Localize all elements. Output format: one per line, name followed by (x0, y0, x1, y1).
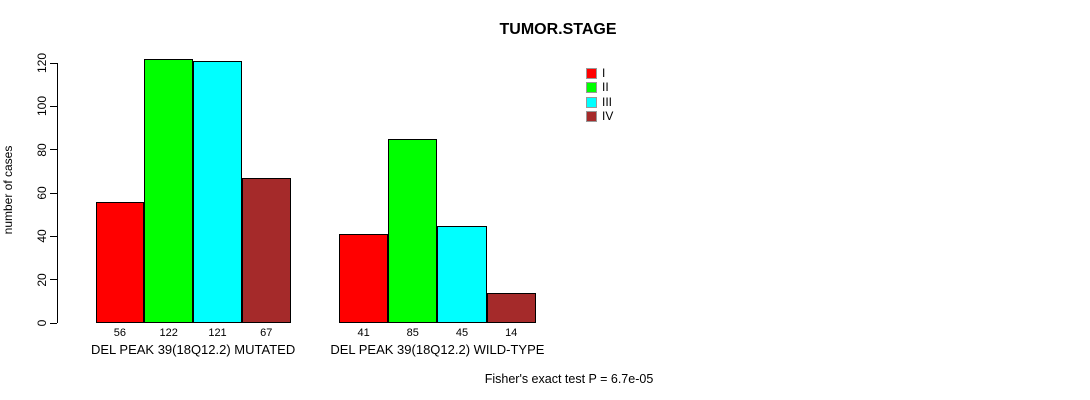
group-label: DEL PEAK 39(18Q12.2) MUTATED (90, 342, 296, 357)
y-tick-label: 60 (35, 186, 49, 200)
y-tick-label: 0 (35, 319, 49, 327)
legend-label: I (602, 65, 606, 80)
bar-ii-1 (144, 58, 194, 323)
bar-value-label: 67 (260, 327, 273, 339)
bar-iii-1 (193, 60, 242, 323)
legend-label: III (602, 94, 613, 109)
bar-value-label: 56 (113, 327, 127, 339)
y-tick-label: 100 (35, 96, 49, 117)
legend: I II III IV (586, 66, 613, 124)
group-label: DEL PEAK 39(18Q12.2) WILD-TYPE (330, 342, 545, 357)
bar-value-label: 121 (208, 327, 227, 339)
y-tick-label: 80 (35, 143, 49, 157)
legend-swatch-icon (586, 67, 597, 79)
y-tick-label: 20 (35, 273, 49, 287)
y-tick (49, 149, 57, 151)
bar-value-label: 85 (406, 327, 419, 339)
legend-label: II (602, 80, 609, 95)
bar-iv-1 (241, 177, 291, 323)
y-axis-label: number of cases (1, 145, 15, 235)
bar-value-label: 14 (505, 327, 518, 339)
y-axis-line (56, 63, 58, 323)
bar-value-label: 41 (357, 327, 370, 339)
chart-title: TUMOR.STAGE (499, 21, 617, 38)
y-tick-label: 40 (35, 229, 49, 244)
legend-item-ii: II (586, 81, 613, 96)
y-tick (49, 279, 57, 281)
legend-item-iv: IV (586, 110, 613, 125)
y-tick-label: 120 (35, 53, 49, 74)
y-tick (49, 322, 57, 324)
y-tick (49, 62, 57, 64)
bar-ii-2 (388, 138, 438, 323)
bar-iii-2 (437, 225, 487, 323)
legend-swatch-icon (586, 111, 597, 123)
bar-i-1 (95, 201, 145, 323)
y-tick (49, 192, 57, 194)
legend-item-i: I (586, 66, 613, 81)
y-tick (49, 105, 57, 107)
bar-value-label: 45 (455, 327, 469, 339)
legend-item-iii: III (586, 95, 613, 110)
fisher-test-annotation: Fisher's exact test P = 6.7e-05 (484, 372, 654, 386)
bar-value-label: 122 (159, 327, 178, 339)
legend-swatch-icon (586, 96, 597, 108)
bar-iv-2 (486, 292, 536, 323)
legend-swatch-icon (586, 82, 597, 94)
legend-label: IV (602, 109, 614, 124)
y-tick (49, 235, 57, 237)
bar-i-2 (339, 234, 389, 323)
